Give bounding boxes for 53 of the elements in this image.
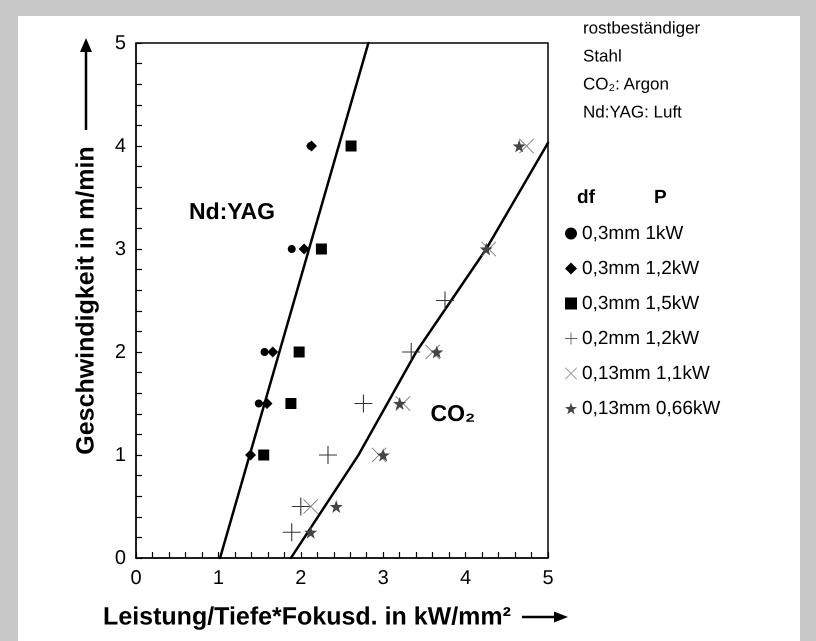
y-tick-label: 3 xyxy=(114,238,126,260)
point xyxy=(393,397,406,410)
legend-label: 0,2mm 1,2kW xyxy=(582,328,700,349)
legend-label: 0,3mm 1kW xyxy=(582,223,684,244)
text: rostbeständiger Stahl xyxy=(583,18,705,66)
point xyxy=(292,498,310,516)
legend-label: 0,13mm 0,66kW xyxy=(582,398,720,419)
point xyxy=(262,398,273,409)
point xyxy=(330,500,343,513)
x-tick-label: 2 xyxy=(295,567,306,589)
x-tick-label: 5 xyxy=(542,567,554,589)
point xyxy=(436,292,454,310)
point xyxy=(316,244,327,254)
legend-label: 0,3mm 1,5kW xyxy=(582,293,700,314)
point xyxy=(306,140,318,152)
point xyxy=(267,346,278,358)
text: CO₂: Argon xyxy=(583,74,669,94)
point xyxy=(376,448,390,462)
y-axis-title: Geschwindigkeit in m/min xyxy=(72,146,100,455)
point xyxy=(245,450,256,460)
text: df P xyxy=(577,187,667,208)
point xyxy=(512,140,526,152)
y-tick-label: 2 xyxy=(114,341,126,363)
legend-label: 0,3mm 1,2kW xyxy=(582,258,700,279)
x-tick-label: 4 xyxy=(460,567,472,589)
point xyxy=(298,244,310,254)
point xyxy=(346,140,357,152)
y-tick-label: 4 xyxy=(114,135,126,157)
point xyxy=(288,245,296,253)
point xyxy=(294,346,305,358)
point xyxy=(519,138,534,154)
point xyxy=(282,523,301,542)
text: Nd:YAG: Luft xyxy=(583,102,682,122)
y-tick-label: 1 xyxy=(114,444,126,466)
annotation: Nd:YAG xyxy=(188,198,276,224)
point xyxy=(430,346,444,358)
point xyxy=(285,398,296,409)
point xyxy=(260,348,269,356)
point xyxy=(402,343,420,361)
annotation: CO₂ xyxy=(430,400,476,426)
y-tick-label: 0 xyxy=(114,547,126,569)
point xyxy=(258,450,270,460)
point xyxy=(480,242,493,256)
point xyxy=(254,400,263,408)
x-tick-label: 1 xyxy=(212,567,224,589)
x-axis-title: Leistung/Tiefe*Fokusd. in kW/mm² xyxy=(103,602,511,630)
point xyxy=(354,394,372,412)
y-tick-label: 5 xyxy=(114,32,126,54)
legend-label: 0,13mm 1,1kW xyxy=(582,363,710,384)
point xyxy=(318,446,337,464)
point xyxy=(304,526,318,539)
x-tick-label: 3 xyxy=(378,567,389,589)
x-tick-label: 0 xyxy=(130,567,142,589)
